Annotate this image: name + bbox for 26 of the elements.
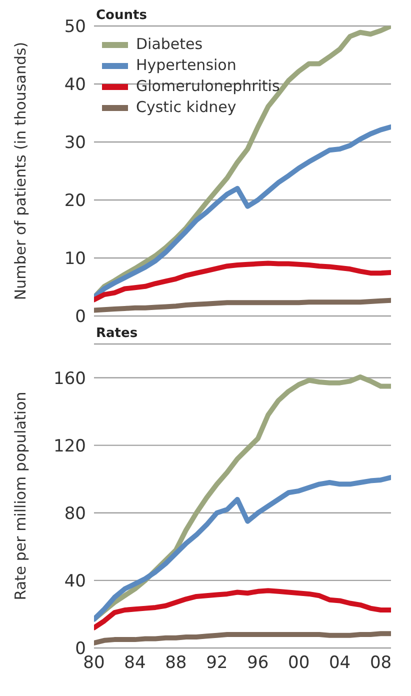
x-tick-label: 88 — [165, 653, 187, 674]
legend-label: Glomerulonephritis — [136, 76, 280, 97]
y-tick-label: 0 — [75, 639, 86, 660]
legend-label: Diabetes — [136, 34, 203, 55]
y-tick-label: 10 — [64, 249, 86, 270]
y-tick-label: 80 — [64, 504, 86, 524]
y-tick-label: 40 — [64, 75, 86, 96]
legend-label: Cystic kidney — [136, 97, 236, 118]
y-tick-label: 20 — [64, 191, 86, 212]
x-tick-label: 96 — [247, 653, 269, 674]
chart-title: Counts — [96, 8, 147, 23]
chart-title: Rates — [96, 326, 138, 341]
y-axis-title: Number of patients (in thousands) — [11, 42, 30, 300]
x-tick-label: 92 — [206, 653, 228, 674]
y-tick-label: 30 — [64, 133, 86, 154]
x-tick-label: 08 — [370, 653, 392, 674]
y-axis-title: Rate per milliom population — [11, 392, 30, 600]
y-tick-label: 0 — [75, 307, 86, 328]
x-tick-label: 00 — [288, 653, 310, 674]
y-tick-label: 50 — [64, 17, 86, 38]
y-tick-label: 120 — [54, 436, 86, 456]
y-tick-label: 40 — [64, 571, 86, 592]
y-tick-label: 160 — [54, 368, 86, 389]
x-tick-label: 84 — [124, 653, 146, 674]
x-tick-label: 04 — [328, 653, 351, 674]
legend-label: Hypertension — [136, 55, 236, 76]
